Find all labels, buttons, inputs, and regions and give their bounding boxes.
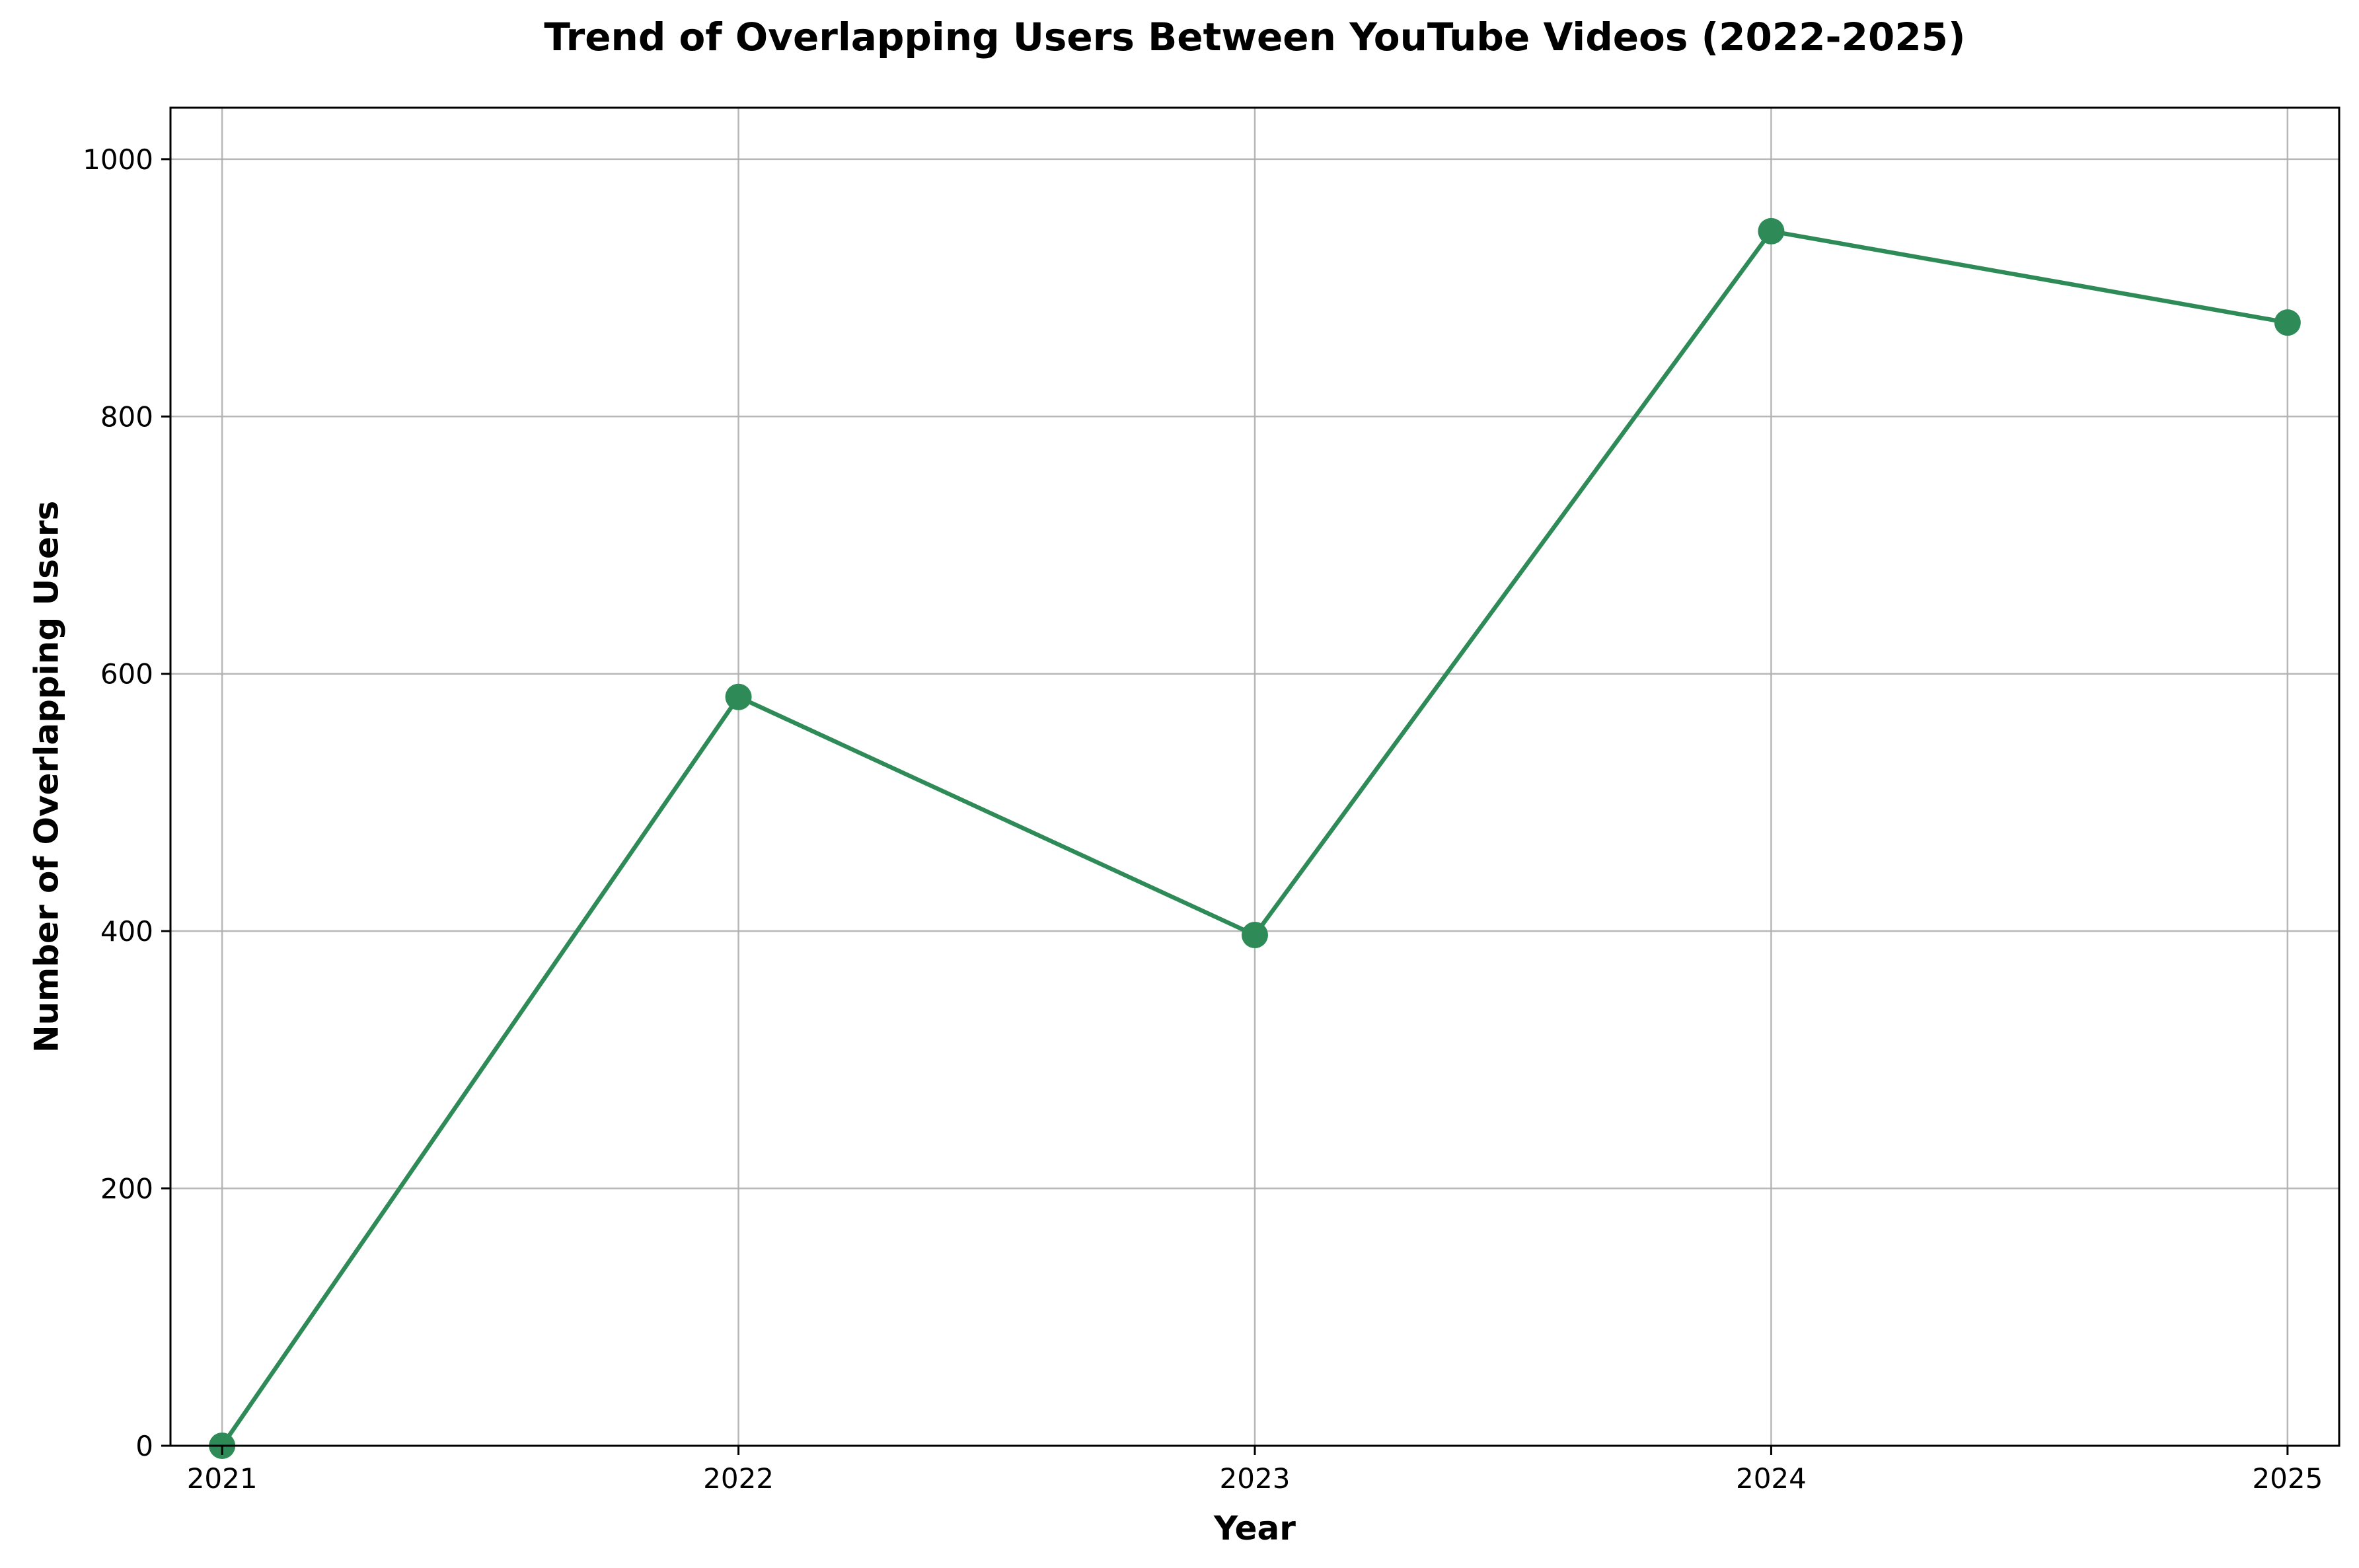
x-tick-label: 2022 <box>703 1462 774 1495</box>
y-tick-label: 1000 <box>83 143 153 176</box>
y-tick-label: 400 <box>100 915 153 948</box>
data-point[interactable] <box>725 683 752 710</box>
series-layer <box>209 217 2301 1459</box>
y-axis-label: Number of Overlapping Users <box>28 501 66 1053</box>
x-axis-label: Year <box>1213 1509 1296 1548</box>
grid <box>170 108 2339 1447</box>
y-tick-label: 600 <box>100 658 153 691</box>
ticks: 2021 2022 2023 2024 2025 0 200 400 600 800 1000 <box>83 143 2323 1495</box>
y-tick-label: 200 <box>100 1173 153 1205</box>
chart-title: Trend of Overlapping Users Between YouTu… <box>544 15 1965 59</box>
x-tick-label: 2023 <box>1220 1462 1291 1495</box>
y-tick-label: 0 <box>135 1430 153 1462</box>
y-tick-label: 800 <box>100 400 153 433</box>
data-point[interactable] <box>2274 309 2301 336</box>
data-point[interactable] <box>1758 217 1785 244</box>
x-tick-label: 2025 <box>2252 1462 2323 1495</box>
data-point[interactable] <box>1242 921 1268 948</box>
x-tick-label: 2021 <box>187 1462 258 1495</box>
x-tick-label: 2024 <box>1736 1462 1807 1495</box>
